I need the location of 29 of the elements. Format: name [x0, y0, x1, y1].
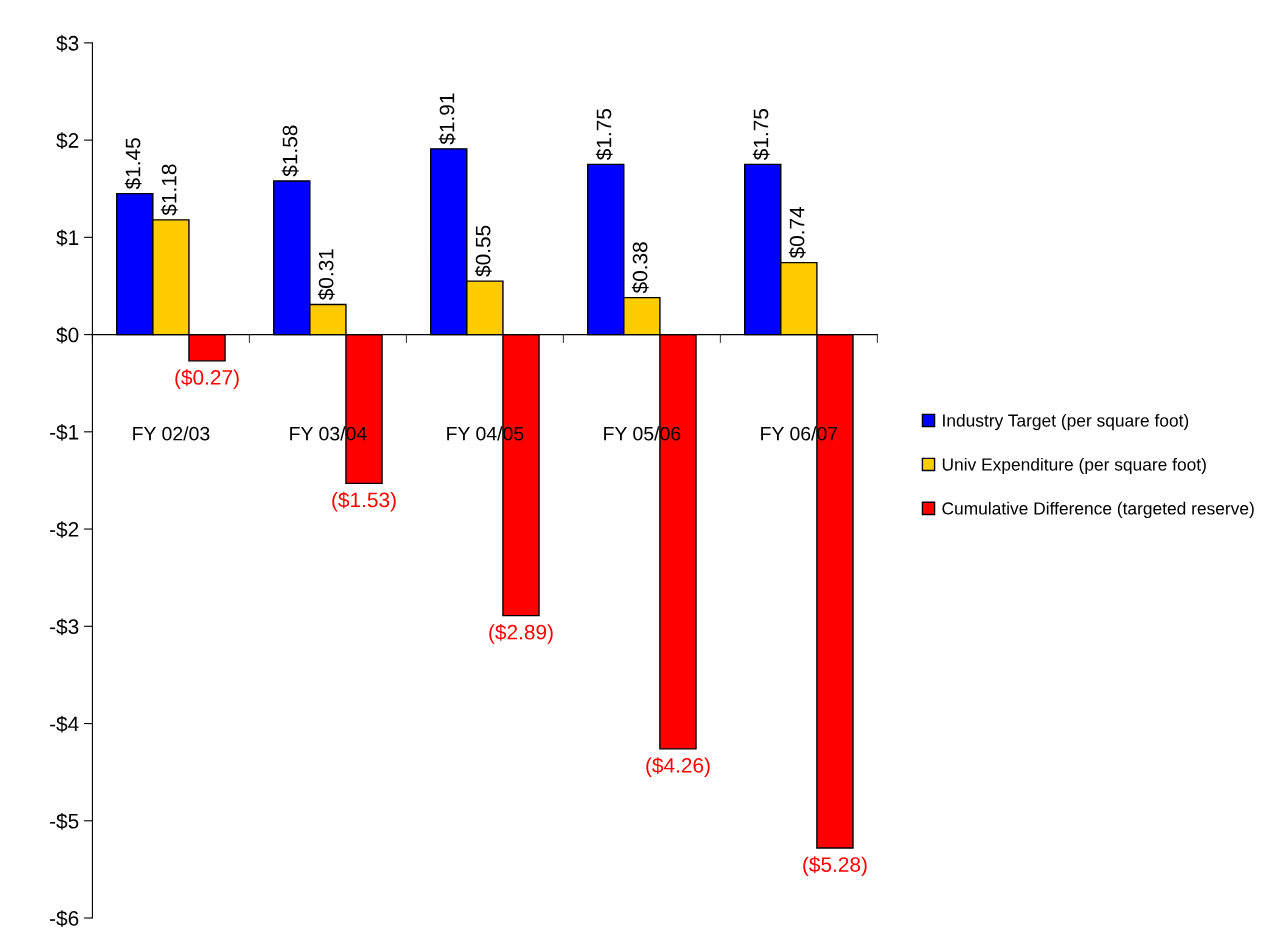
y-tick-label: $3	[56, 35, 79, 52]
y-tick-label: $0	[56, 326, 79, 344]
data-label: ($4.26)	[646, 757, 710, 777]
y-tick-label: -$6	[50, 910, 79, 928]
y-tick-label: -$1	[50, 423, 79, 441]
y-tick-label: $2	[56, 132, 79, 150]
data-label: $1.58	[281, 125, 299, 177]
data-label: $0.74	[788, 206, 806, 259]
data-label: $1.91	[438, 93, 456, 145]
legend-label: Industry Target (per square foot)	[943, 413, 1189, 431]
x-tick-label: FY 02/03	[133, 426, 210, 441]
legend-label: Univ Expenditure (per square foot)	[942, 457, 1206, 475]
y-tick-label: -$3	[50, 618, 79, 636]
data-label: $1.75	[595, 108, 613, 161]
data-label: $1.18	[160, 164, 178, 216]
y-tick-label: -$2	[50, 521, 79, 539]
data-label: ($1.53)	[332, 491, 396, 512]
y-tick-label: -$4	[50, 715, 79, 733]
data-label: ($0.27)	[175, 369, 239, 389]
data-label: ($2.89)	[489, 623, 553, 644]
data-label: $0.55	[474, 225, 492, 277]
data-label: ($5.28)	[803, 856, 867, 877]
data-label: $1.75	[752, 108, 770, 161]
data-label: $0.31	[317, 249, 335, 301]
data-label: $1.45	[124, 138, 142, 190]
data-label: $0.38	[631, 242, 649, 294]
y-tick-label: -$5	[50, 812, 79, 830]
legend-label: Cumulative Difference (targeted reserve)	[942, 501, 1254, 519]
y-tick-label: $1	[56, 229, 79, 247]
